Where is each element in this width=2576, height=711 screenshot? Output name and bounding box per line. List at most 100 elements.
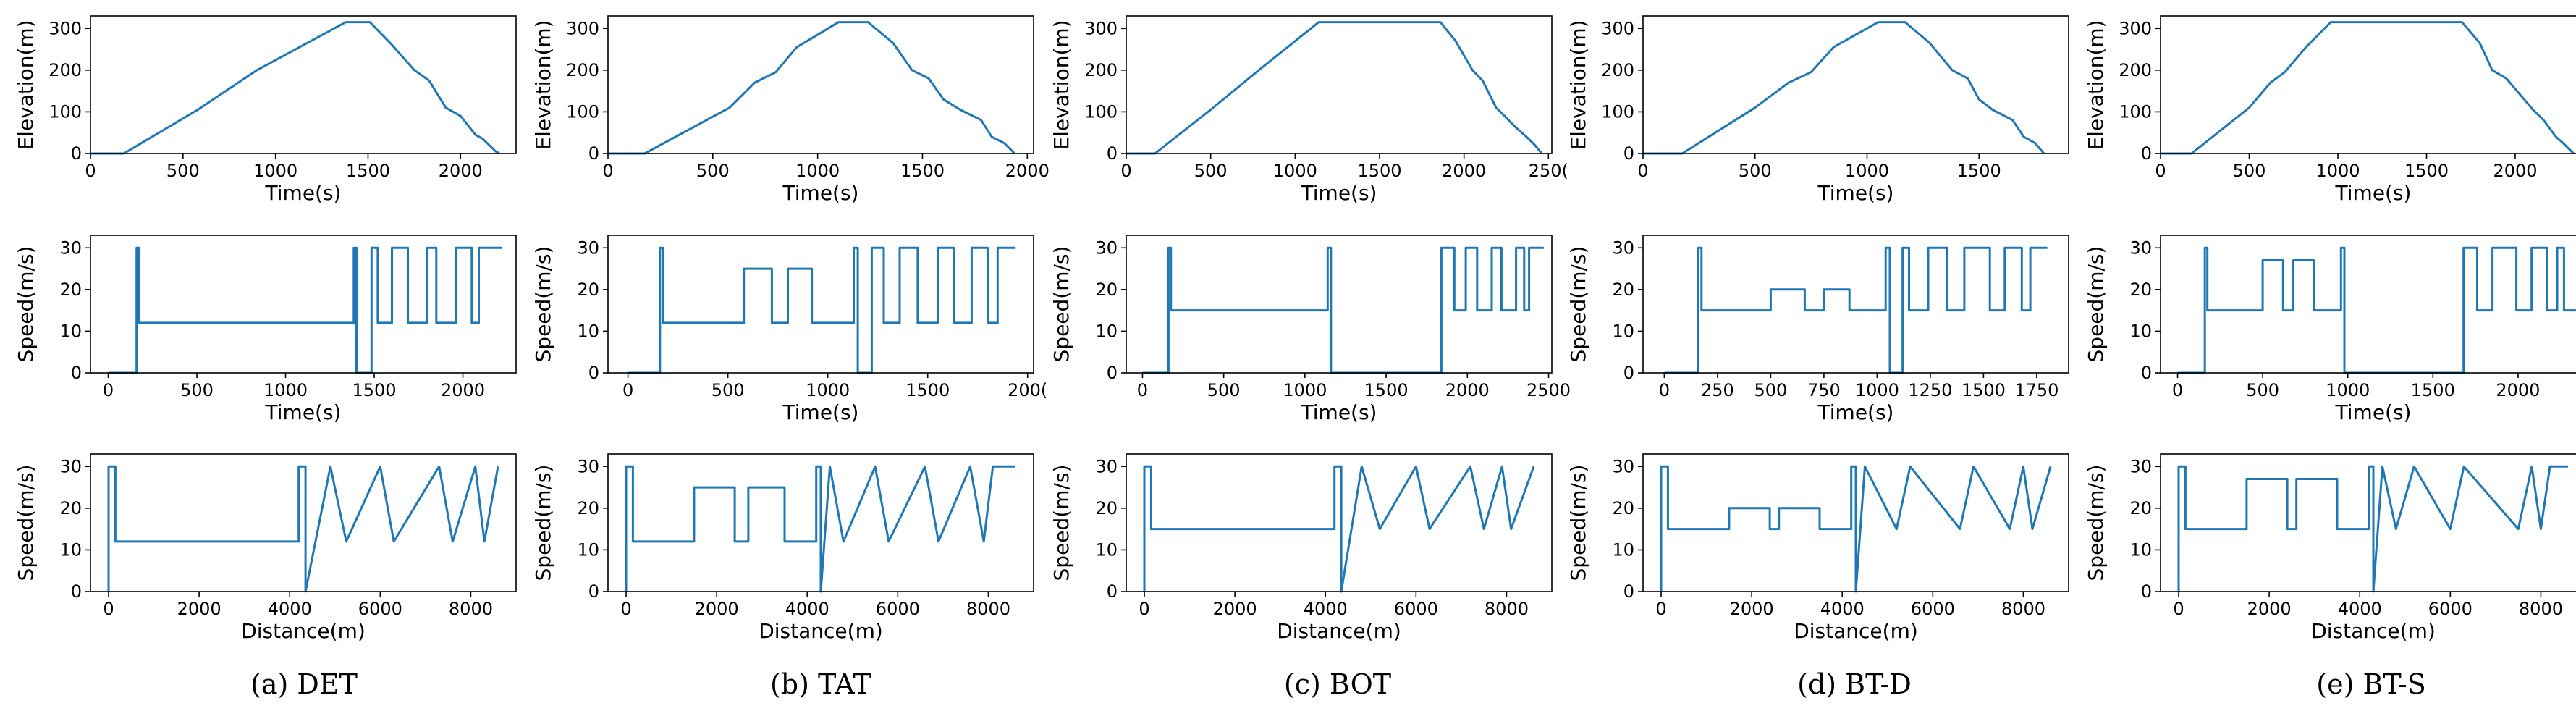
y-tick-label: 0 [588,143,599,164]
y-axis-label: Speed(m/s) [2084,246,2108,363]
y-tick-label: 30 [59,237,82,258]
y-tick-label: 200 [48,60,82,80]
x-tick-label: 0 [622,380,633,400]
x-tick-label: 1500 [2411,380,2455,400]
series-line [2177,465,2568,593]
plot-frame [1126,235,1553,374]
y-tick-label: 20 [1612,498,1634,518]
y-tick-label: 0 [71,363,82,383]
y-tick-label: 0 [588,363,599,383]
x-tick-label: 2000 [1442,161,1486,181]
y-tick-label: 0 [1623,143,1634,164]
y-tick-label: 10 [1095,539,1118,560]
plot-frame [607,453,1034,592]
x-tick-label: 0 [1655,599,1666,619]
x-tick-label: 1500 [2404,161,2449,181]
series-line [1143,465,1535,593]
x-tick-label: 500 [696,161,730,181]
y-tick-label: 300 [1084,18,1118,38]
x-tick-label: 250( [1529,161,1568,181]
x-tick-label: 6000 [1394,599,1438,619]
subplot-det-speed-dist: 0 2000 4000 6000 8000 0 10 20 30 Distance(m) Speed… [14,453,517,643]
y-tick-label: 20 [59,498,82,518]
y-tick-label: 100 [2119,101,2152,122]
y-axis-label: Elevation(m) [1050,20,1073,149]
x-tick-label: 200( [1008,380,1047,400]
y-axis-label: Elevation(m) [531,20,555,149]
y-tick-label: 0 [2141,581,2152,602]
x-tick-label: 1500 [352,380,396,400]
x-tick-label: 0 [602,161,613,181]
y-tick-label: 0 [71,143,82,164]
y-tick-label: 10 [577,539,599,560]
y-tick-label: 20 [577,498,599,518]
x-tick-label: 2000 [439,161,483,181]
y-tick-label: 30 [1612,237,1634,258]
y-tick-label: 20 [59,279,82,300]
y-tick-label: 20 [2129,279,2152,300]
x-tick-label: 0 [620,599,631,619]
x-tick-label: 2000 [1445,380,1490,400]
x-tick-label: 1000 [1273,161,1317,181]
series-line [1142,246,1544,374]
x-tick-label: 1000 [2315,161,2360,181]
caption-2: (c) BOT [1284,668,1391,700]
x-axis-label: Time(s) [2335,181,2412,205]
x-tick-label: 4000 [1304,599,1348,619]
plot-frame [1642,453,2069,592]
x-tick-label: 2000 [2493,161,2537,181]
series-line [625,465,1015,593]
x-tick-label: 250 [1701,380,1734,400]
y-tick-label: 20 [1612,279,1634,300]
subplot-bot-elev: 0 500 1000 1500 2000 250(0 100 200 300 Time(s) Ele… [1050,15,1568,205]
y-axis-label: Speed(m/s) [531,246,555,363]
x-axis-label: Time(s) [1301,181,1377,205]
y-tick-label: 30 [1095,456,1118,476]
y-tick-label: 0 [1623,581,1634,602]
x-tick-label: 8000 [966,599,1010,619]
y-tick-label: 300 [1601,18,1634,38]
plot-frame [1642,235,2069,374]
x-axis-label: Distance(m) [759,619,883,643]
x-tick-label: 2000 [177,599,221,619]
y-tick-label: 30 [2129,237,2152,258]
y-tick-label: 30 [1612,456,1634,476]
x-tick-label: 0 [1637,161,1648,181]
subplot-bot-speed-time: 0 500 1000 1500 2000 2500 0 10 20 30 Time(s) Speed(… [1050,235,1571,424]
y-tick-label: 300 [48,18,82,38]
y-axis-label: Speed(m/s) [1050,465,1073,581]
caption-3: (d) BT-D [1797,668,1912,700]
caption-4: (e) BT-S [2316,668,2425,700]
x-tick-label: 0 [1137,380,1148,400]
x-tick-label: 1500 [346,161,390,181]
series-line [90,21,500,155]
plot-frame [607,15,1034,154]
x-tick-label: 1000 [1855,380,1899,400]
plot-frame [2160,453,2576,592]
x-tick-label: 1500 [1364,380,1409,400]
x-tick-label: 4000 [1820,599,1865,619]
x-tick-label: 0 [1120,161,1131,181]
y-tick-label: 0 [1107,581,1118,602]
subplot-bts-speed-dist: 0 2000 4000 6000 8000 0 10 20 30 Distance(m) Speed… [2084,453,2576,643]
x-tick-label: 6000 [2428,599,2472,619]
subplot-btd-speed-time: 0 250 500 750 1000 1250 1500 1750 0 10 20 30 Time(s)… [1566,235,2069,424]
series-line [1664,246,2048,374]
caption-1: (b) TAT [770,668,871,700]
x-tick-label: 8000 [449,599,493,619]
x-axis-label: Time(s) [1817,181,1894,205]
subplot-det-elev: 0 500 1000 1500 2000 0 100 200 300 Time(s) Elevati… [14,15,517,205]
subplot-bot-speed-dist: 0 2000 4000 6000 8000 0 10 20 30 Distance(m) Speed… [1050,453,1553,643]
x-tick-label: 6000 [1911,599,1955,619]
plot-frame [1126,453,1553,592]
plot-frame [90,453,517,592]
x-tick-label: 0 [85,161,96,181]
x-tick-label: 1000 [2326,380,2370,400]
y-tick-label: 20 [577,279,599,300]
x-axis-label: Distance(m) [241,619,366,643]
y-tick-label: 30 [577,237,599,258]
series-line [2177,246,2576,374]
y-tick-label: 200 [1084,60,1118,80]
x-axis-label: Distance(m) [2311,619,2436,643]
y-tick-label: 0 [588,581,599,602]
